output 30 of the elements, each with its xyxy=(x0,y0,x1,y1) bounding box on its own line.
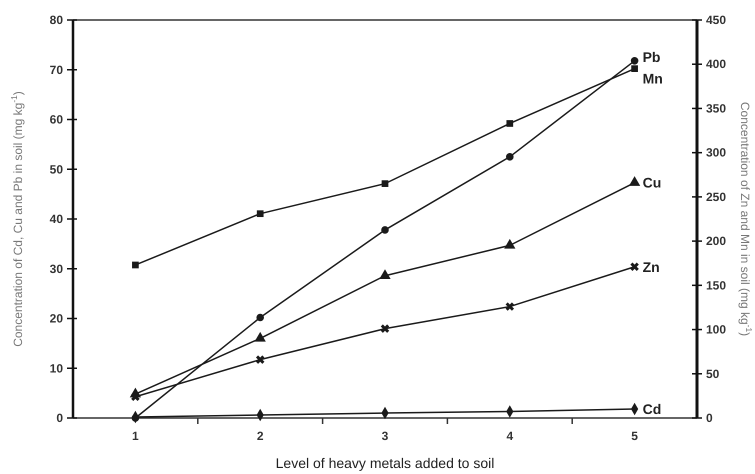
x-tick-label: 3 xyxy=(382,429,389,443)
y-tick-label: 30 xyxy=(50,262,64,276)
series-label: Cu xyxy=(642,174,662,191)
x-tick-label: 5 xyxy=(631,429,638,443)
y-tick-label: 20 xyxy=(50,312,64,326)
y2-tick-label: 400 xyxy=(706,57,726,72)
y2-tick-label: 200 xyxy=(706,234,726,248)
y2-tick-label: 0 xyxy=(706,411,713,425)
series-label: Mn xyxy=(642,70,663,87)
x-axis-title: Level of heavy metals added to soil xyxy=(276,455,494,471)
x-tick-label: 1 xyxy=(132,429,140,443)
y-tick-label: 50 xyxy=(50,162,64,176)
y2-tick-label: 300 xyxy=(706,146,726,160)
y2-tick-label: 350 xyxy=(706,101,726,116)
y-tick-label: 70 xyxy=(50,62,64,77)
series-label: Pb xyxy=(642,48,660,65)
y-tick-label: 10 xyxy=(50,361,64,376)
y-tick-label: 80 xyxy=(50,13,64,27)
y2-tick-label: 50 xyxy=(706,366,720,381)
y2-tick-label: 150 xyxy=(706,278,726,292)
y-tick-label: 60 xyxy=(50,112,64,126)
series-label: Zn xyxy=(642,258,660,275)
y-tick-label: 40 xyxy=(50,212,64,226)
y2-tick-label: 100 xyxy=(706,322,726,337)
y-tick-label: 0 xyxy=(56,411,64,425)
series-label: Cd xyxy=(642,401,662,418)
x-tick-label: 2 xyxy=(256,429,264,443)
y2-tick-label: 450 xyxy=(706,13,726,27)
y2-tick-label: 250 xyxy=(706,190,726,204)
x-tick-label: 4 xyxy=(506,429,514,443)
